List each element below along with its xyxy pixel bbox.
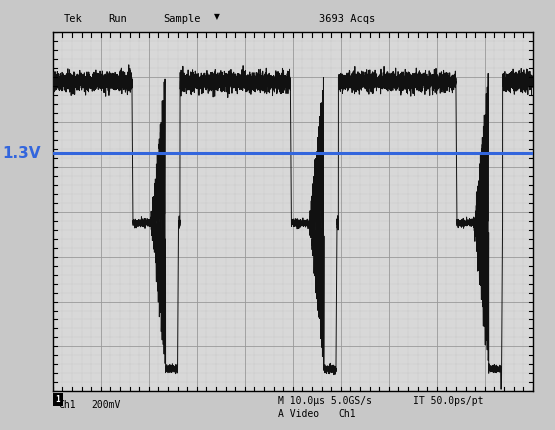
Text: Ch1: Ch1 [339, 409, 356, 419]
Text: 3693 Acqs: 3693 Acqs [319, 14, 375, 25]
Text: 1.3V: 1.3V [3, 146, 41, 161]
Text: A Video: A Video [278, 409, 319, 419]
Text: IT 50.0ps/pt: IT 50.0ps/pt [413, 396, 484, 406]
Text: Ch1: Ch1 [58, 400, 76, 411]
Text: Tek: Tek [64, 14, 83, 25]
Text: Run: Run [108, 14, 127, 25]
Text: Sample: Sample [164, 14, 201, 25]
Text: 200mV: 200mV [92, 400, 121, 411]
Text: ▼: ▼ [214, 12, 219, 21]
Text: 1: 1 [55, 396, 60, 404]
Text: M 10.0μs 5.0GS/s: M 10.0μs 5.0GS/s [278, 396, 371, 406]
